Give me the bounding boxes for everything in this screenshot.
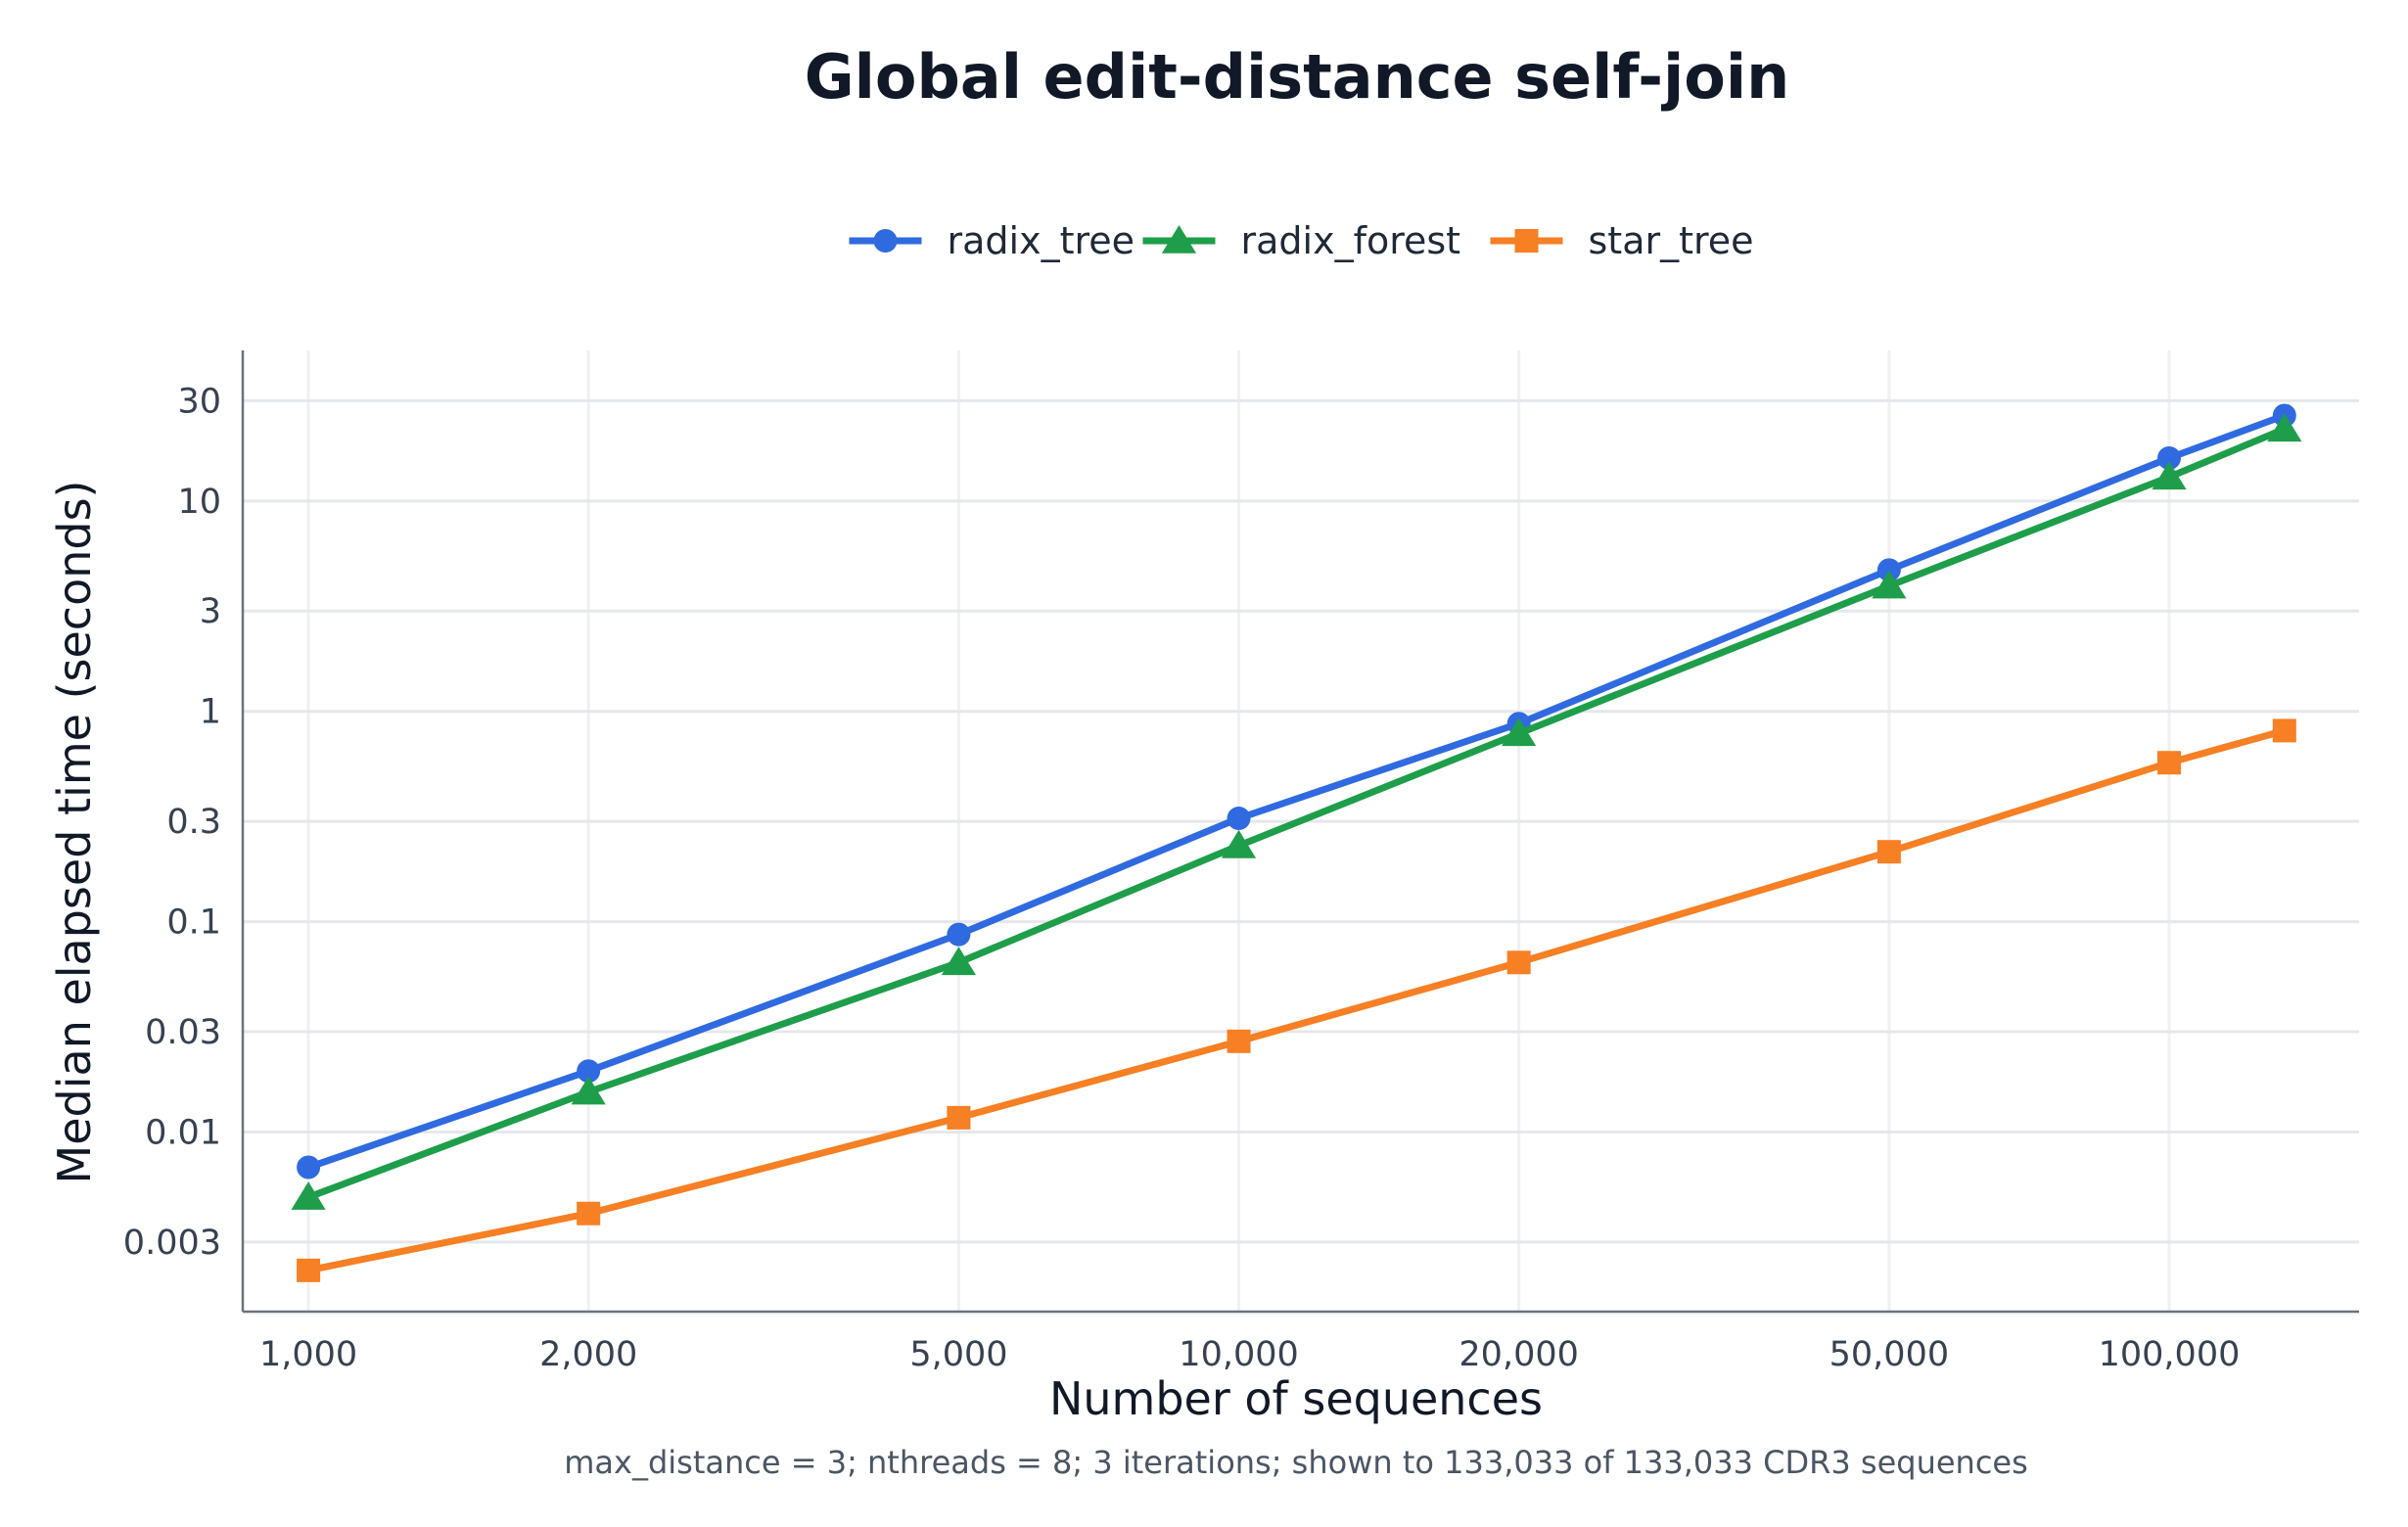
series-line (306, 426, 2287, 1201)
data-point (1876, 840, 1901, 864)
data-point (1502, 717, 1537, 747)
y-tick-label: 0.1 (166, 903, 221, 943)
x-tick-label: 50,000 (1829, 1335, 1949, 1374)
x-tick-label: 100,000 (2099, 1335, 2241, 1374)
footnote: max_distance = 3; nthreads = 8; 3 iterat… (564, 1444, 2028, 1481)
data-point (291, 1181, 326, 1210)
data-point (1221, 829, 1257, 858)
data-point (947, 922, 971, 947)
series-radix-tree (297, 403, 2296, 1180)
x-tick-label: 1,000 (259, 1335, 357, 1374)
series-star-tree (297, 718, 2296, 1282)
legend-label: star_tree (1589, 219, 1754, 262)
y-tick-label: 0.03 (145, 1013, 221, 1052)
x-tick-label: 10,000 (1179, 1335, 1298, 1374)
data-point (947, 1105, 971, 1130)
data-point (577, 1059, 601, 1084)
legend-label: radix_forest (1241, 219, 1461, 262)
legend-label: radix_tree (948, 219, 1135, 262)
legend-item-radix-forest[interactable]: radix_forest (1142, 219, 1461, 262)
series-line (306, 412, 2287, 1171)
data-point (2156, 445, 2181, 470)
data-point (1876, 558, 1901, 582)
data-point (571, 1076, 606, 1105)
data-point (297, 1155, 321, 1180)
data-point (577, 1201, 601, 1226)
y-tick-label: 10 (177, 483, 221, 522)
data-point (941, 947, 977, 976)
series-line (307, 727, 2286, 1274)
y-tick-label: 0.3 (166, 803, 221, 842)
data-point (1506, 950, 1531, 975)
chart-title: Global edit-distance self-join (805, 41, 1789, 113)
legend: radix_tree radix_forest star_tree (849, 219, 1754, 262)
series-layer (291, 403, 2302, 1282)
grid (243, 350, 2359, 1312)
axes: 1,000 2,000 5,000 10,000 20,000 50,000 100,000… (123, 350, 2359, 1374)
y-tick-label: 0.01 (145, 1114, 221, 1153)
x-axis-label: Number of sequences (1049, 1372, 1543, 1425)
data-point (2272, 718, 2296, 743)
x-tick-label: 5,000 (909, 1335, 1007, 1374)
x-tick-label: 20,000 (1459, 1335, 1578, 1374)
data-point (2267, 413, 2302, 442)
legend-item-star-tree[interactable]: star_tree (1490, 219, 1754, 262)
y-tick-label: 3 (200, 592, 221, 631)
y-tick-label: 30 (177, 382, 221, 421)
legend-marker (873, 229, 898, 253)
data-point (1227, 1029, 1251, 1053)
y-tick-label: 1 (200, 693, 221, 732)
data-point (2152, 461, 2187, 490)
data-point (2156, 751, 2181, 775)
data-point (297, 1258, 321, 1282)
data-point (1227, 807, 1251, 831)
legend-item-radix-tree[interactable]: radix_tree (849, 219, 1135, 262)
legend-marker (1161, 225, 1197, 254)
legend-marker (1514, 229, 1539, 253)
y-tick-label: 0.003 (123, 1224, 221, 1263)
x-tick-label: 2,000 (539, 1335, 637, 1374)
series-radix-forest (291, 413, 2302, 1210)
data-point (1872, 570, 1907, 599)
y-axis-label: Median elapsed time (seconds) (48, 481, 101, 1184)
